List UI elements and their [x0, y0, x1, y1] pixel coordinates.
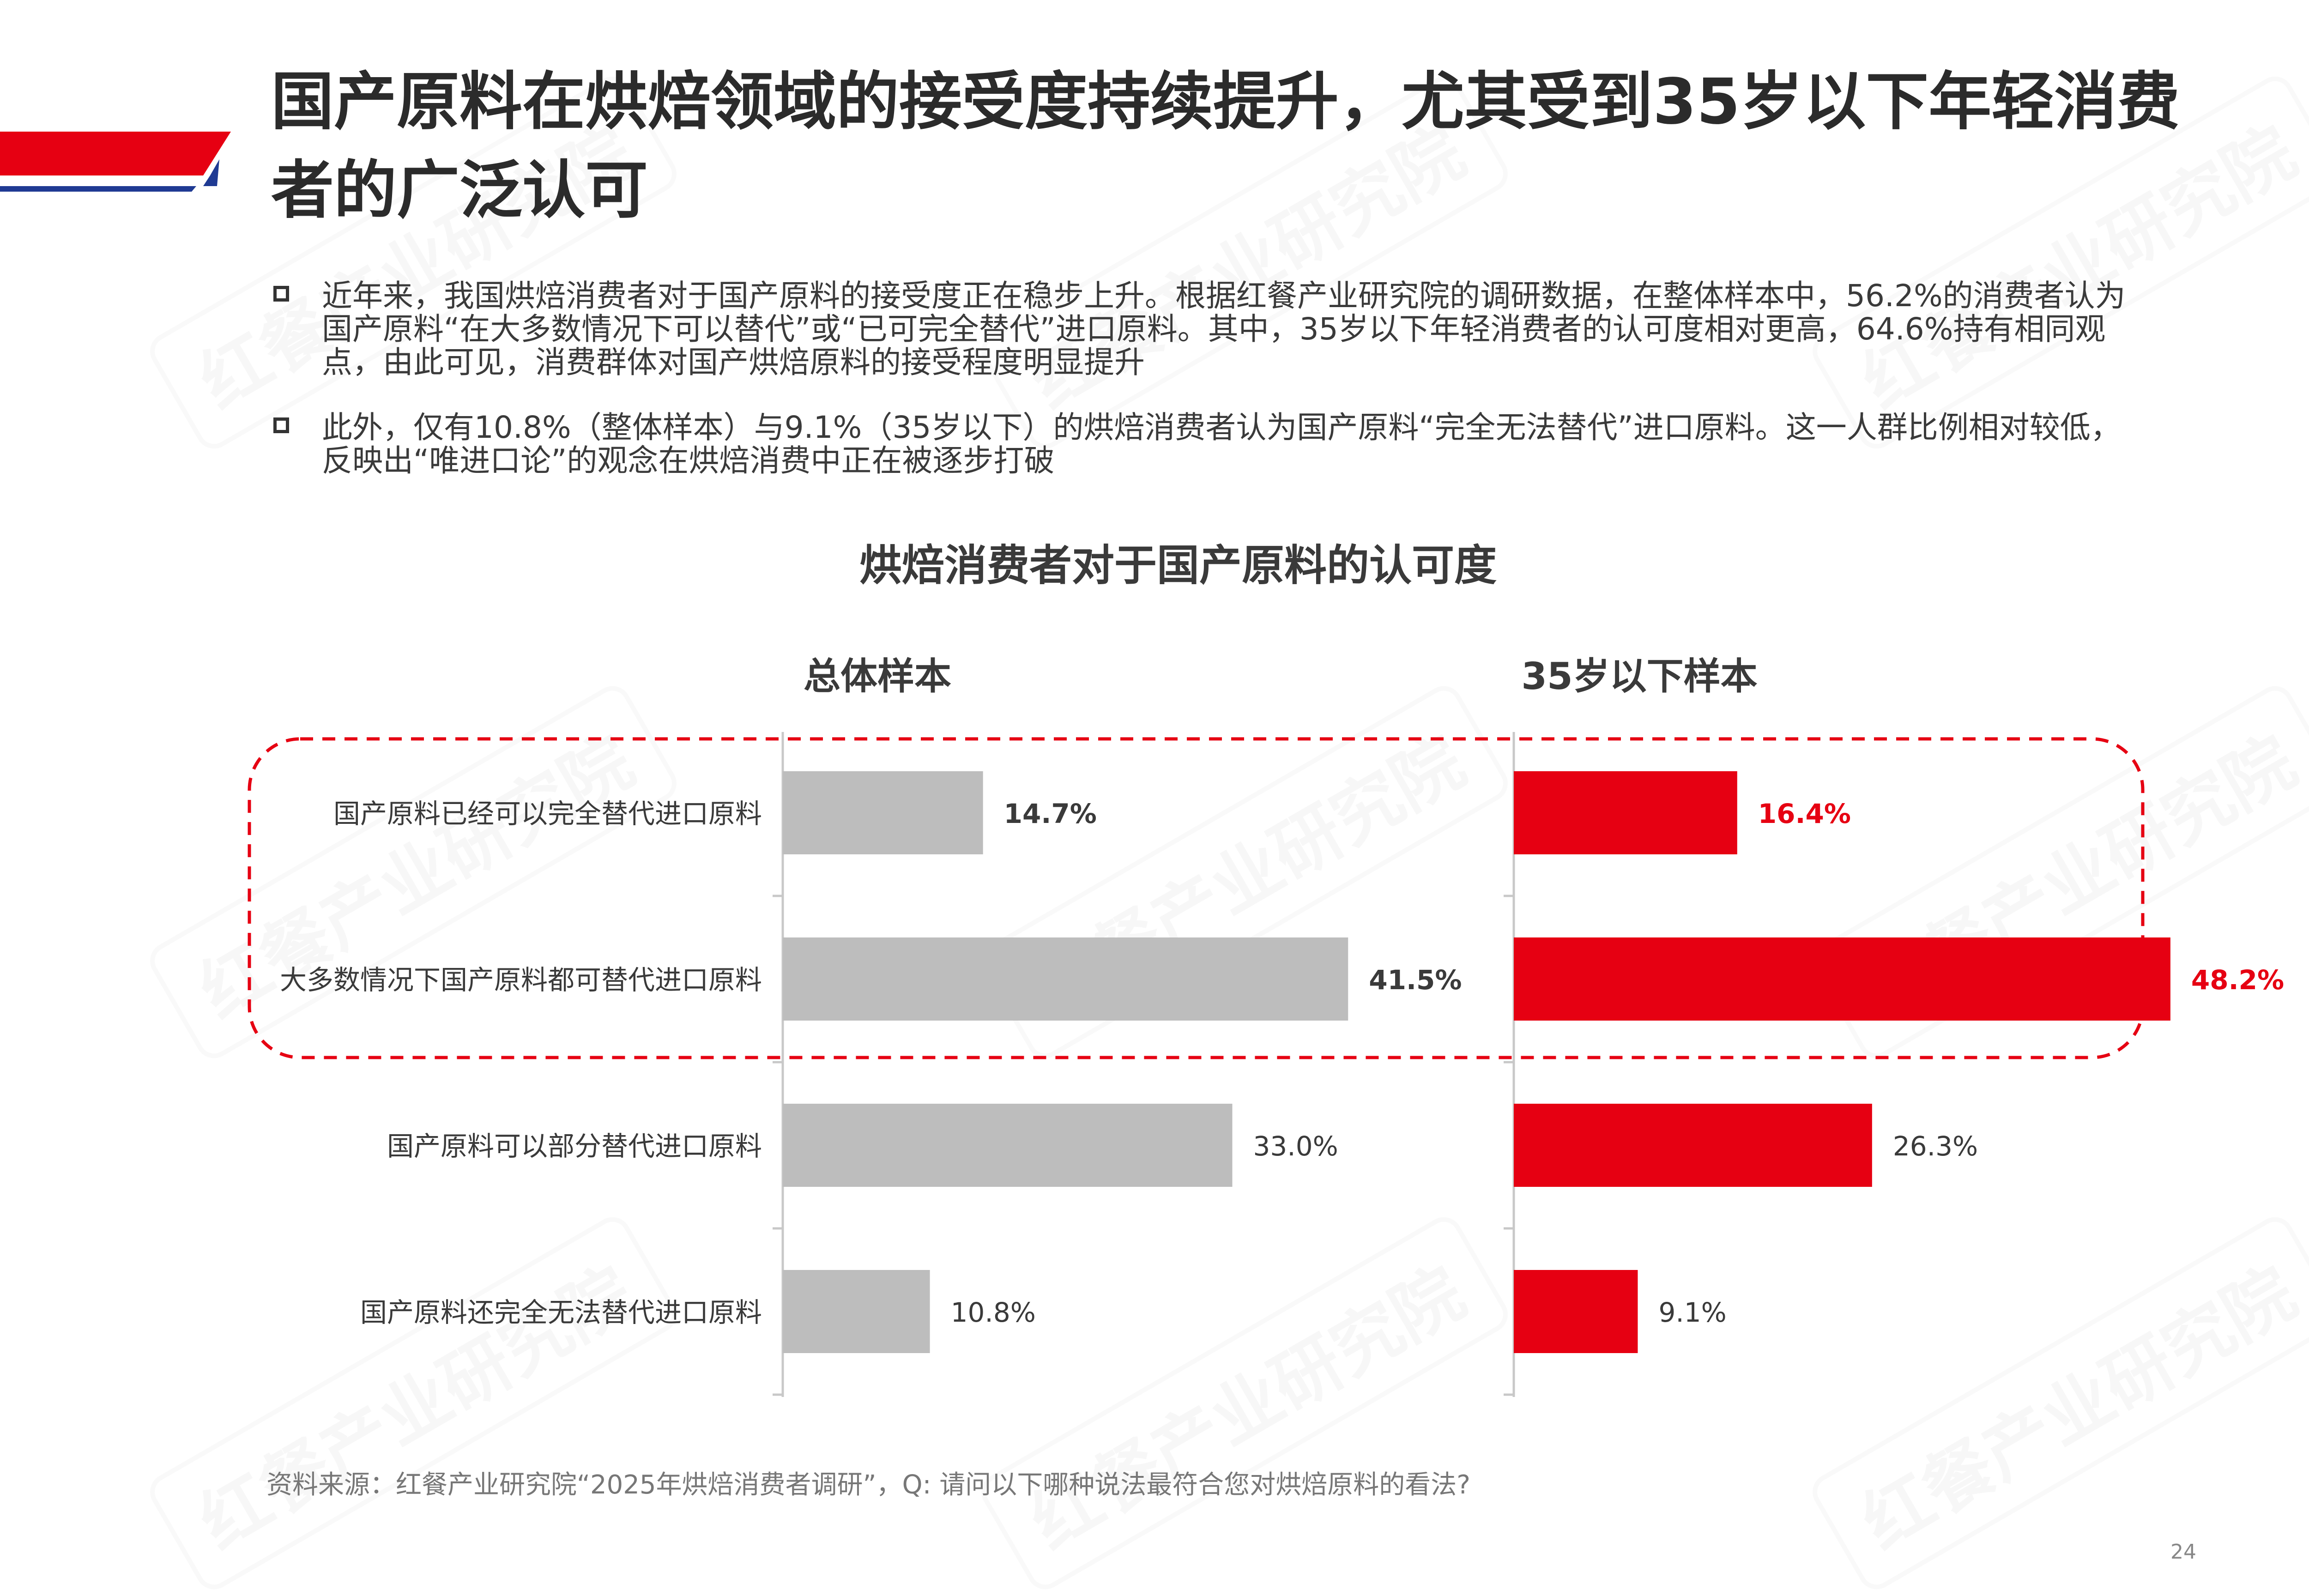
data-label: 26.3%	[1893, 1130, 1978, 1162]
bullet-text: 此外，仅有10.8%（整体样本）与9.1%（35岁以下）的烘焙消费者认为国产原料…	[322, 410, 2121, 478]
category-label: 国产原料已经可以完全替代进口原料	[333, 798, 762, 829]
square-bullet-icon	[273, 286, 289, 302]
bullet-item: 此外，仅有10.8%（整体样本）与9.1%（35岁以下）的烘焙消费者认为国产原料…	[273, 411, 2144, 478]
bullet-text: 近年来，我国烘焙消费者对于国产原料的接受度正在稳步上升。根据红餐产业研究院的调研…	[322, 278, 2126, 380]
category-label: 国产原料可以部分替代进口原料	[387, 1130, 762, 1162]
data-label: 10.8%	[951, 1297, 1036, 1328]
page-number: 24	[2170, 1540, 2196, 1564]
bar-overall	[783, 1270, 930, 1353]
square-bullet-icon	[273, 417, 289, 433]
bar-overall	[783, 937, 1348, 1021]
data-label: 9.1%	[1658, 1297, 1726, 1328]
panel-title-under35: 35岁以下样本	[1521, 655, 1758, 698]
data-label: 41.5%	[1369, 964, 1462, 996]
bar-under35	[1514, 771, 1737, 854]
chart-title: 烘焙消费者对于国产原料的认可度	[859, 541, 1497, 590]
data-label: 14.7%	[1004, 798, 1097, 829]
bar-under35	[1514, 937, 2170, 1021]
bar-under35	[1514, 1104, 1872, 1187]
data-label: 48.2%	[2191, 964, 2284, 996]
bullet-item: 近年来，我国烘焙消费者对于国产原料的接受度正在稳步上升。根据红餐产业研究院的调研…	[273, 279, 2144, 379]
header-accent-stripe	[0, 132, 231, 192]
data-label: 16.4%	[1758, 798, 1851, 829]
bar-overall	[783, 771, 983, 854]
page-title: 国产原料在烘焙领域的接受度持续提升，尤其受到35岁以下年轻消费者的广泛认可	[271, 66, 2180, 227]
data-label: 33.0%	[1253, 1130, 1338, 1162]
panel-title-overall: 总体样本	[804, 655, 951, 698]
category-label: 大多数情况下国产原料都可替代进口原料	[280, 964, 762, 996]
bar-overall	[783, 1104, 1233, 1187]
source-note: 资料来源：红餐产业研究院“2025年烘焙消费者调研”，Q: 请问以下哪种说法最符…	[266, 1470, 1471, 1500]
highlight-frame	[248, 737, 2145, 1059]
category-label: 国产原料还完全无法替代进口原料	[360, 1297, 762, 1328]
bar-under35	[1514, 1270, 1638, 1353]
